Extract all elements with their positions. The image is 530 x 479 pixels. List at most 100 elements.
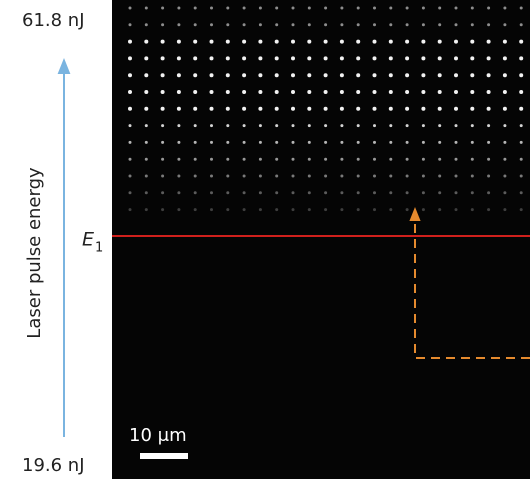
dot xyxy=(470,90,475,94)
dot xyxy=(470,208,474,212)
dot xyxy=(160,56,165,61)
dot xyxy=(454,174,458,178)
dot xyxy=(503,124,507,128)
dot xyxy=(209,90,214,94)
dot xyxy=(307,174,311,178)
dot xyxy=(128,90,132,94)
dot xyxy=(373,191,376,195)
dot xyxy=(291,6,295,10)
dot xyxy=(421,124,425,128)
dot xyxy=(258,174,262,178)
dot xyxy=(210,174,213,178)
dot xyxy=(323,56,328,61)
dot xyxy=(161,191,165,195)
dot xyxy=(339,73,344,78)
dot xyxy=(438,174,442,178)
dot xyxy=(373,124,376,128)
dot xyxy=(177,140,181,144)
dot xyxy=(356,39,361,44)
dot xyxy=(438,23,442,27)
dot xyxy=(519,106,524,111)
dot xyxy=(307,56,312,61)
dot xyxy=(324,23,328,27)
dot xyxy=(176,56,181,61)
dot xyxy=(226,140,230,144)
dot xyxy=(405,208,409,212)
dot xyxy=(161,174,165,178)
dot xyxy=(128,208,132,212)
dot xyxy=(503,140,507,144)
dot xyxy=(128,191,132,195)
dot xyxy=(340,191,344,195)
dot xyxy=(193,73,198,78)
dot xyxy=(340,23,344,27)
dot xyxy=(356,124,360,128)
dot xyxy=(144,6,148,10)
dot xyxy=(291,90,295,94)
dot xyxy=(421,23,425,27)
dot xyxy=(421,191,425,195)
dot xyxy=(519,208,523,212)
dot xyxy=(339,90,344,94)
dot xyxy=(421,106,426,111)
dot xyxy=(242,56,247,61)
dot xyxy=(324,191,328,195)
dot xyxy=(503,208,507,212)
dot xyxy=(226,6,230,10)
dot xyxy=(356,191,360,195)
dot xyxy=(356,90,361,94)
dot xyxy=(502,39,507,44)
dot xyxy=(421,174,425,178)
dot xyxy=(193,90,198,94)
dot xyxy=(486,73,491,78)
dot xyxy=(226,174,230,178)
dot xyxy=(372,106,377,111)
dot xyxy=(161,124,165,128)
dot xyxy=(356,6,360,10)
dot xyxy=(470,39,475,44)
dot xyxy=(470,56,475,61)
dot xyxy=(177,208,181,212)
dot xyxy=(437,73,442,78)
dot xyxy=(503,191,507,195)
dot xyxy=(291,73,295,78)
dot xyxy=(193,56,198,61)
dot xyxy=(340,157,344,161)
dot xyxy=(470,6,474,10)
dot xyxy=(388,106,393,111)
dot xyxy=(340,6,344,10)
dot xyxy=(291,106,295,111)
dot xyxy=(193,174,197,178)
dot xyxy=(503,23,507,27)
dot xyxy=(405,140,409,144)
dot xyxy=(242,208,246,212)
dot xyxy=(144,124,148,128)
dot xyxy=(258,23,262,27)
top-energy: 61.8 nJ xyxy=(22,10,85,31)
dot xyxy=(388,73,393,78)
dot xyxy=(372,39,377,44)
dot xyxy=(340,124,344,128)
dot xyxy=(486,39,491,44)
dot xyxy=(225,56,230,61)
dot xyxy=(470,140,474,144)
dot xyxy=(437,106,442,111)
dot xyxy=(177,174,181,178)
dot xyxy=(454,140,458,144)
dot xyxy=(356,174,360,178)
dot xyxy=(324,208,328,212)
dot xyxy=(291,39,295,44)
dot xyxy=(323,106,328,111)
dot xyxy=(356,157,360,161)
dot xyxy=(225,106,230,111)
dot xyxy=(389,23,393,27)
dot xyxy=(160,90,165,94)
dot xyxy=(209,39,214,44)
dot xyxy=(291,23,295,27)
dot xyxy=(176,106,181,111)
dot xyxy=(356,56,361,61)
dot xyxy=(242,191,246,195)
dot xyxy=(274,73,279,78)
dot xyxy=(372,90,377,94)
